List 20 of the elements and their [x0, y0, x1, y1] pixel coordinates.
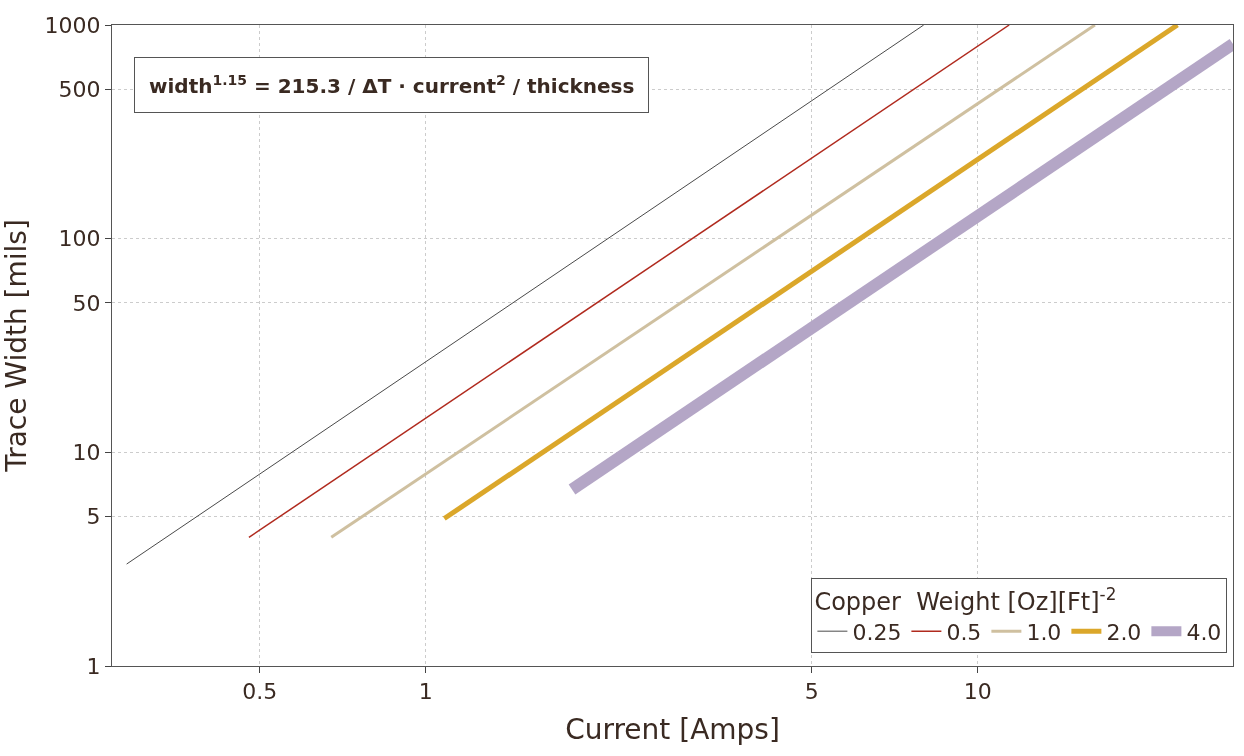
- y-axis-title: Trace Width [mils]: [0, 219, 33, 473]
- y-tick-label: 1000: [44, 12, 101, 38]
- y-tick-label: 5: [86, 504, 101, 530]
- y-tick-label: 1: [86, 653, 101, 679]
- legend-title: Copper Weight [Oz][Ft]$^{-2}$: [814, 584, 1117, 617]
- legend-label: 4.0: [1186, 619, 1222, 645]
- legend-label: 0.5: [946, 619, 982, 645]
- legend-label: 2.0: [1106, 619, 1142, 645]
- y-tick-label: 100: [58, 226, 101, 252]
- x-tick-label: 10: [963, 679, 992, 705]
- y-tick-label: 10: [72, 440, 101, 466]
- legend-label: 0.25: [852, 619, 902, 645]
- legend-label: 1.0: [1026, 619, 1062, 645]
- x-tick-label: 5: [804, 679, 819, 705]
- annotation: width$^{1.15}$ = 215.3 / ΔT · current$^{2}$ / thickness: [149, 72, 635, 99]
- y-tick-label: 500: [58, 77, 101, 103]
- x-tick-label: 0.5: [242, 679, 278, 705]
- y-tick-label: 50: [72, 290, 101, 316]
- x-axis-title: Current [Amps]: [565, 712, 780, 746]
- x-tick-label: 1: [418, 679, 433, 705]
